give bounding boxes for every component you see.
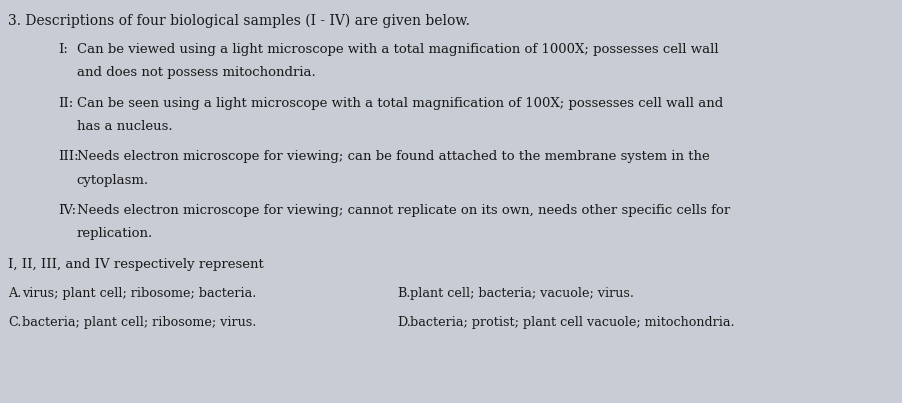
- Text: Can be viewed using a light microscope with a total magnification of 1000X; poss: Can be viewed using a light microscope w…: [77, 43, 718, 56]
- Text: A.: A.: [8, 287, 22, 299]
- Text: D.: D.: [397, 316, 410, 328]
- Text: I:: I:: [59, 43, 69, 56]
- Text: II:: II:: [59, 97, 74, 110]
- Text: cytoplasm.: cytoplasm.: [77, 174, 149, 187]
- Text: 3. Descriptions of four biological samples (I - IV) are given below.: 3. Descriptions of four biological sampl…: [8, 14, 470, 29]
- Text: bacteria; plant cell; ribosome; virus.: bacteria; plant cell; ribosome; virus.: [22, 316, 256, 328]
- Text: has a nucleus.: has a nucleus.: [77, 120, 172, 133]
- Text: B.: B.: [397, 287, 410, 299]
- Text: IV:: IV:: [59, 204, 77, 217]
- Text: virus; plant cell; ribosome; bacteria.: virus; plant cell; ribosome; bacteria.: [22, 287, 256, 299]
- Text: and does not possess mitochondria.: and does not possess mitochondria.: [77, 66, 316, 79]
- Text: plant cell; bacteria; vacuole; virus.: plant cell; bacteria; vacuole; virus.: [410, 287, 634, 299]
- Text: I, II, III, and IV respectively represent: I, II, III, and IV respectively represen…: [8, 258, 264, 270]
- Text: C.: C.: [8, 316, 22, 328]
- Text: bacteria; protist; plant cell vacuole; mitochondria.: bacteria; protist; plant cell vacuole; m…: [410, 316, 735, 328]
- Text: Can be seen using a light microscope with a total magnification of 100X; possess: Can be seen using a light microscope wit…: [77, 97, 723, 110]
- Text: III:: III:: [59, 150, 79, 163]
- Text: Needs electron microscope for viewing; cannot replicate on its own, needs other : Needs electron microscope for viewing; c…: [77, 204, 730, 217]
- Text: replication.: replication.: [77, 227, 153, 240]
- Text: Needs electron microscope for viewing; can be found attached to the membrane sys: Needs electron microscope for viewing; c…: [77, 150, 709, 163]
